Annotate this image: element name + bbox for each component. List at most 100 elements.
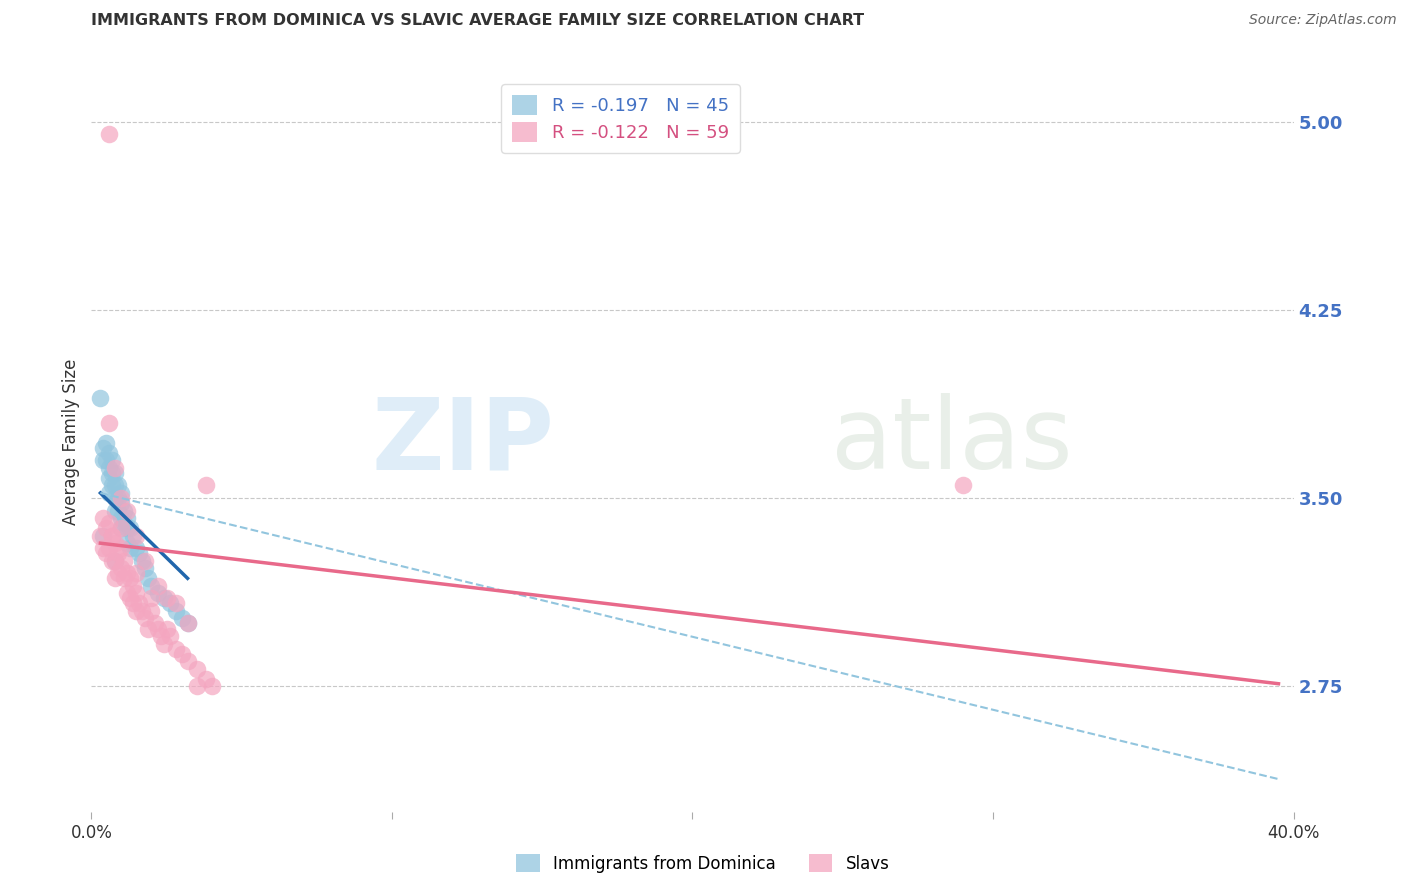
- Point: [110, 521, 132, 535]
- Point: [104, 571, 127, 585]
- Point: [110, 561, 132, 575]
- Point: [110, 496, 132, 510]
- Point: [165, 596, 187, 610]
- Point: [201, 679, 224, 693]
- Point: [138, 571, 160, 585]
- Point: [117, 536, 139, 550]
- Point: [170, 647, 193, 661]
- Point: [107, 503, 129, 517]
- Point: [141, 604, 163, 618]
- Point: [93, 529, 115, 543]
- Point: [149, 629, 172, 643]
- Point: [96, 546, 118, 560]
- Point: [141, 591, 163, 606]
- Point: [131, 604, 153, 618]
- Point: [107, 491, 129, 505]
- Point: [114, 571, 136, 585]
- Point: [101, 466, 124, 480]
- Point: [159, 629, 181, 643]
- Point: [120, 521, 142, 535]
- Point: [96, 453, 118, 467]
- Point: [93, 541, 115, 556]
- Point: [96, 521, 118, 535]
- Point: [89, 391, 111, 405]
- Point: [125, 586, 148, 600]
- Point: [120, 541, 142, 556]
- Point: [104, 478, 127, 492]
- Point: [117, 521, 139, 535]
- Point: [117, 566, 139, 581]
- Point: [98, 471, 121, 485]
- Point: [98, 461, 121, 475]
- Point: [117, 586, 139, 600]
- Point: [176, 654, 198, 668]
- Point: [104, 461, 127, 475]
- Point: [952, 478, 974, 492]
- Point: [125, 529, 148, 543]
- Point: [165, 604, 187, 618]
- Point: [194, 672, 217, 686]
- Point: [159, 596, 181, 610]
- Point: [194, 478, 217, 492]
- Text: IMMIGRANTS FROM DOMINICA VS SLAVIC AVERAGE FAMILY SIZE CORRELATION CHART: IMMIGRANTS FROM DOMINICA VS SLAVIC AVERA…: [91, 13, 865, 29]
- Point: [125, 566, 148, 581]
- Point: [93, 441, 115, 455]
- Point: [101, 529, 124, 543]
- Text: atlas: atlas: [831, 393, 1073, 490]
- Point: [89, 529, 111, 543]
- Point: [146, 622, 169, 636]
- Legend: Immigrants from Dominica, Slavs: Immigrants from Dominica, Slavs: [510, 847, 896, 880]
- Point: [101, 478, 124, 492]
- Point: [138, 622, 160, 636]
- Point: [155, 591, 177, 606]
- Point: [114, 503, 136, 517]
- Point: [104, 466, 127, 480]
- Point: [110, 541, 132, 556]
- Point: [98, 486, 121, 500]
- Point: [122, 529, 145, 543]
- Point: [104, 536, 127, 550]
- Point: [98, 541, 121, 556]
- Point: [110, 521, 132, 535]
- Point: [120, 571, 142, 585]
- Point: [93, 511, 115, 525]
- Point: [120, 591, 142, 606]
- Point: [176, 616, 198, 631]
- Point: [146, 586, 169, 600]
- Point: [104, 503, 127, 517]
- Point: [101, 529, 124, 543]
- Point: [104, 491, 127, 505]
- Point: [125, 604, 148, 618]
- Point: [114, 554, 136, 568]
- Point: [141, 579, 163, 593]
- Point: [155, 622, 177, 636]
- Text: Source: ZipAtlas.com: Source: ZipAtlas.com: [1249, 13, 1396, 28]
- Point: [107, 546, 129, 560]
- Point: [134, 554, 156, 568]
- Point: [98, 516, 121, 530]
- Point: [101, 554, 124, 568]
- Point: [165, 641, 187, 656]
- Point: [93, 453, 115, 467]
- Point: [143, 616, 166, 631]
- Point: [107, 478, 129, 492]
- Point: [186, 679, 208, 693]
- Point: [114, 516, 136, 530]
- Point: [104, 554, 127, 568]
- Point: [110, 486, 132, 500]
- Point: [134, 561, 156, 575]
- Y-axis label: Average Family Size: Average Family Size: [62, 359, 80, 524]
- Point: [152, 636, 174, 650]
- Point: [131, 554, 153, 568]
- Point: [98, 446, 121, 460]
- Point: [152, 591, 174, 606]
- Point: [110, 491, 132, 505]
- Point: [117, 503, 139, 517]
- Point: [107, 566, 129, 581]
- Point: [101, 453, 124, 467]
- Point: [146, 579, 169, 593]
- Point: [98, 127, 121, 141]
- Point: [110, 511, 132, 525]
- Point: [117, 511, 139, 525]
- Point: [122, 596, 145, 610]
